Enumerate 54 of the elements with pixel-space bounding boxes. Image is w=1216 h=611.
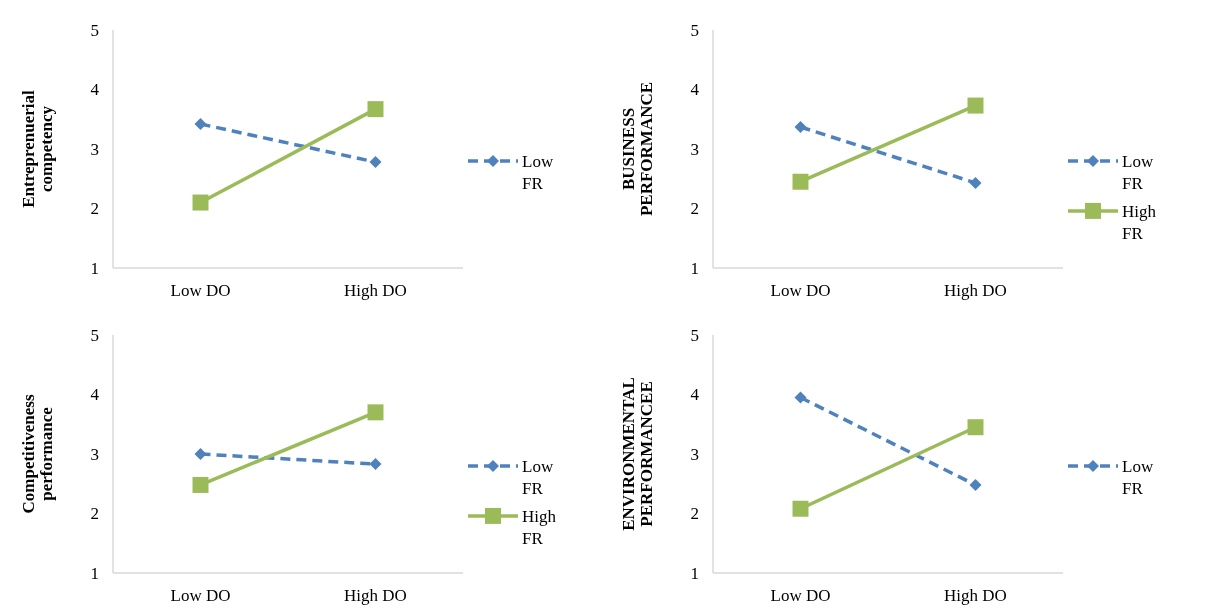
legend-label: Low FR [1122,151,1154,193]
x-tick-label: Low DO [170,281,231,300]
y-tick-label: 3 [690,139,699,159]
point [367,101,384,118]
x-tick-label: Low DO [770,586,831,605]
point [969,478,982,491]
y-tick-label: 1 [690,258,699,278]
point [367,404,384,421]
y-tick-label: 3 [690,444,699,464]
point [969,176,982,189]
point [794,120,807,133]
x-tick-label: High DO [944,586,1007,605]
point [192,476,209,493]
y-tick-label: 2 [690,504,699,524]
y-axis-title: Entreprenuerial competency [18,90,57,208]
y-tick-label: 4 [690,385,700,405]
y-tick-label: 5 [690,325,699,345]
point [194,448,207,460]
legend-label: High FR [1122,201,1157,243]
y-tick-label: 2 [690,199,699,219]
y-tick-label: 3 [90,139,99,159]
point [369,458,382,471]
point [792,500,809,517]
legend-label: High FR [522,506,557,548]
y-tick-label: 2 [90,199,99,219]
legend-label: Low FR [1122,456,1154,498]
legend-label: Low FR [522,456,554,498]
point [369,156,382,169]
x-tick-label: Low DO [170,586,231,605]
point [967,97,984,114]
y-axis-title: Competitiveness performance [18,394,57,514]
y-tick-label: 5 [690,20,699,40]
y-tick-label: 1 [90,258,99,278]
point [192,194,209,211]
point [794,391,807,404]
x-tick-label: High DO [944,281,1007,300]
x-tick-label: Low DO [770,281,831,300]
y-axis-title: ENVIRONMENTAL PERFORMANCEE [618,377,657,531]
y-tick-label: 3 [90,444,99,464]
y-tick-label: 4 [90,385,100,405]
legend-label: Low FR [522,151,554,193]
y-tick-label: 4 [690,80,700,100]
y-tick-label: 1 [90,563,99,583]
y-tick-label: 2 [90,504,99,524]
y-tick-label: 5 [90,325,99,345]
point [967,419,984,436]
point [194,118,207,131]
y-tick-label: 4 [90,80,100,100]
point [792,173,809,190]
y-tick-label: 5 [90,20,99,40]
x-tick-label: High DO [344,586,407,605]
y-axis-title: BUSINESS PERFORMANCE [618,81,657,217]
x-tick-label: High DO [344,281,407,300]
y-tick-label: 1 [690,563,699,583]
